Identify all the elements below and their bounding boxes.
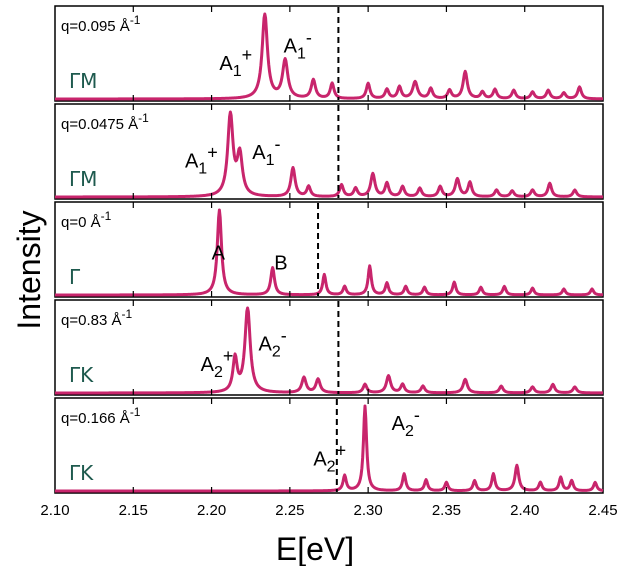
peak-label: A2-	[259, 326, 287, 361]
x-tick-label: 2.15	[119, 502, 148, 519]
panel-1: q=0.095 Å-1 ΓM A1+ A1-	[54, 5, 604, 102]
spectrum-line	[54, 110, 604, 199]
peak-label: A1+	[219, 45, 252, 80]
q-label: q=0.095 Å-1	[61, 13, 141, 35]
peak-label: A2+	[201, 346, 234, 381]
y-axis-label: Intensity	[11, 210, 47, 329]
spectrum-line	[54, 404, 604, 493]
panel-frame	[54, 397, 604, 494]
x-axis-ticks: 2.10 2.15 2.20 2.25 2.30 2.35 2.40 2.45	[40, 502, 617, 519]
x-tick-label: 2.40	[510, 502, 539, 519]
x-tick-label: 2.30	[354, 502, 383, 519]
x-tick-label: 2.35	[432, 502, 461, 519]
x-tick-label: 2.45	[588, 502, 617, 519]
q-label: q=0.83 Å-1	[61, 307, 132, 329]
peak-label: A1+	[185, 142, 218, 177]
x-axis-label: E[eV]	[276, 531, 354, 566]
q-label: q=0.0475 Å-1	[61, 111, 149, 133]
panel-frame	[54, 201, 604, 298]
direction-label: ΓM	[69, 69, 97, 93]
panel-frame	[54, 5, 604, 102]
direction-label: Γ	[69, 265, 81, 289]
peak-label: A1-	[252, 134, 280, 169]
panel-3: q=0 Å-1 Γ A B	[54, 201, 604, 298]
peak-label: B	[274, 253, 287, 275]
panel-frame	[54, 103, 604, 200]
q-label: q=0.166 Å-1	[61, 405, 141, 427]
direction-label: ΓK	[69, 363, 94, 387]
peak-label: A1-	[284, 27, 312, 62]
panel-5: q=0.166 Å-1 ΓK A2+ A2-	[54, 397, 604, 494]
direction-label: ΓK	[69, 461, 94, 485]
peak-label: A2-	[392, 405, 420, 440]
x-tick-label: 2.25	[275, 502, 304, 519]
x-tick-label: 2.10	[40, 502, 69, 519]
panel-2: q=0.0475 Å-1 ΓM A1+ A1-	[54, 103, 604, 200]
x-tick-label: 2.20	[197, 502, 226, 519]
peak-label: A	[212, 242, 226, 264]
q-label: q=0 Å-1	[61, 209, 112, 231]
direction-label: ΓM	[69, 167, 97, 191]
panel-4: q=0.83 Å-1 ΓK A2+ A2-	[54, 299, 604, 396]
panel-frame	[54, 299, 604, 396]
spectrum-line	[54, 306, 604, 395]
peak-label: A2+	[313, 441, 346, 476]
spectrum-line	[54, 12, 604, 101]
spectrum-line	[54, 208, 604, 297]
